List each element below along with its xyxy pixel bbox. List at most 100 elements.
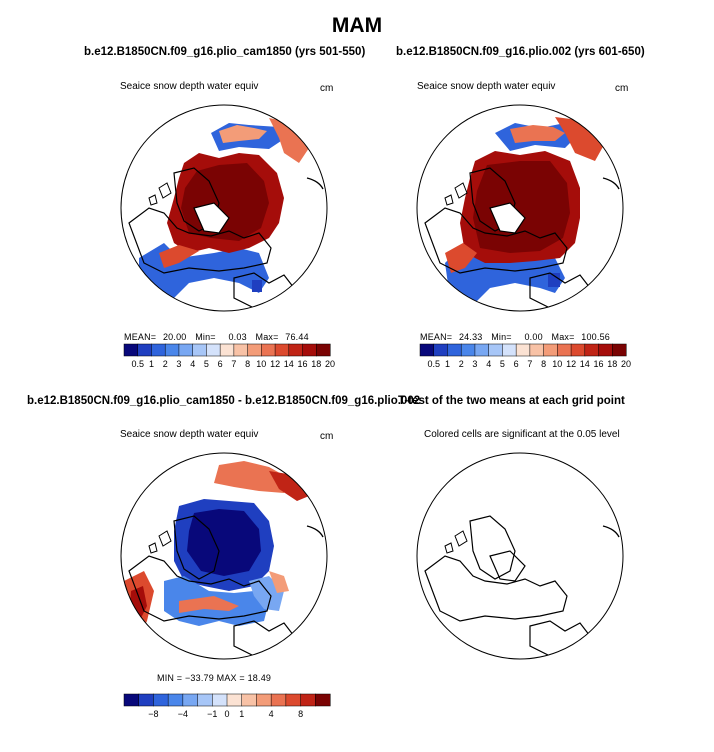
panel1-colorbar-cell — [247, 343, 262, 357]
panel1-ice-blue-margin — [139, 243, 269, 303]
panel3-land-svalbard — [306, 525, 324, 538]
panel3-ice-top-red — [214, 461, 294, 493]
panel3-colorbar-tick-label: 1 — [239, 709, 244, 719]
panel2-colorbar-tick-label: 20 — [621, 359, 631, 369]
panel3-colorbar: −8 −4 −1 0 1 4 8 — [123, 693, 331, 719]
panel3-colorbar-tick-label: −8 — [148, 709, 158, 719]
panel2-colorbar-tick-label: 1 — [445, 359, 450, 369]
panel2-colorbar-cell — [612, 343, 627, 357]
panel1-colorbar-tick-label: 10 — [256, 359, 266, 369]
panel2-colorbar-cell — [460, 343, 476, 357]
panel2-land-hudson — [489, 202, 526, 234]
panel1-colorbar-tick-label: 14 — [284, 359, 294, 369]
panel2-colorbar-tick-label: 4 — [486, 359, 491, 369]
panel2-title: b.e12.B1850CN.f09_g16.plio.002 (yrs 601-… — [396, 46, 645, 58]
panel2-variable-label: Seaice snow depth water equiv — [417, 81, 556, 92]
panel1-colorbar-tick-label: 6 — [218, 359, 223, 369]
panel2-land-canadian-arch — [444, 182, 468, 206]
panel1-colorbar-tick-label: 16 — [297, 359, 307, 369]
panel2-colorbar-cell — [598, 343, 613, 357]
panel2-ice-top-orange — [510, 125, 565, 143]
panel1-colorbar-tick-label: 18 — [311, 359, 321, 369]
panel3-colorbar-tick-label: 0 — [224, 709, 229, 719]
panel2-colorbar: 0.5 1 2 3 4 5 6 7 8 10 12 14 16 18 20 — [419, 343, 631, 369]
panel1-colorbar-cell — [274, 343, 290, 357]
panel1-units-label: cm — [320, 83, 334, 94]
panel3-ice-top-red-dark — [269, 471, 309, 501]
panel1-colorbar-tick-label: 0.5 — [131, 359, 144, 369]
panel1-stats: MEAN= 20.00 Min= 0.03 Max= 76.44 — [124, 332, 309, 342]
panel2-colorbar-cell — [543, 343, 558, 357]
panel1-mean-value: 20.00 — [162, 332, 187, 342]
panel2-mean-value: 24.33 — [458, 332, 483, 342]
panel3-land-canadian-arch — [148, 530, 172, 554]
panel2-stats: MEAN= 24.33 Min= 0.00 Max= 100.56 — [420, 332, 610, 342]
panel1-colorbar-tick-label: 1 — [149, 359, 154, 369]
panel1-max-label: Max= — [255, 332, 279, 342]
panel1-colorbar: 0.5 1 2 3 4 5 6 7 8 10 12 14 16 18 20 — [123, 343, 335, 369]
panel4-land-greenland — [469, 515, 516, 580]
panel2-mean-label: MEAN= — [420, 332, 453, 342]
panel1-colorbar-tick-label: 7 — [231, 359, 236, 369]
panel3-colorbar-cell — [197, 693, 213, 707]
panel2-colorbar-cell — [557, 343, 572, 357]
panel2-colorbar-tick-label: 8 — [541, 359, 546, 369]
panel2-colorbar-tick-label: 16 — [593, 359, 603, 369]
panel1-colorbar-cell — [219, 343, 235, 357]
panel1-ice-red-edge — [159, 245, 199, 268]
panel1-ice-top-orange — [219, 125, 267, 143]
panel3-title: b.e12.B1850CN.f09_g16.plio_cam1850 - b.e… — [27, 395, 421, 407]
panel2-colorbar-cell — [433, 343, 449, 357]
panel1-colorbar-tick-label: 8 — [245, 359, 250, 369]
panel3-colorbar-cell — [300, 693, 316, 707]
panel1-colorbar-cell — [123, 343, 139, 357]
panel2-colorbar-tick-label: 14 — [580, 359, 590, 369]
panel2-colorbar-cell — [502, 343, 517, 357]
panel3-ice-red-stripe — [179, 596, 239, 613]
panel1-max-value: 76.44 — [285, 332, 309, 342]
panel3-colorbar-cell — [270, 693, 287, 707]
panel2-colorbar-tick-label: 0.5 — [427, 359, 440, 369]
panel3-colorbar-cell — [226, 693, 243, 707]
panel2-min-value: 0.00 — [524, 332, 543, 342]
panel2-colorbar-cell — [570, 343, 586, 357]
panel1-colorbar-tick-label: 4 — [190, 359, 195, 369]
panel2-colorbar-cell — [515, 343, 531, 357]
panel1-colorbar-tick-label: 3 — [176, 359, 181, 369]
panel1-colorbar-cell — [192, 343, 207, 357]
panel3-colorbar-cell — [123, 693, 140, 707]
panel2-colorbar-tick-label: 12 — [566, 359, 576, 369]
panel2-min-label: Min= — [491, 332, 512, 342]
panel4-land-n-america — [424, 555, 568, 622]
panel1-colorbar-tick-label: 20 — [325, 359, 335, 369]
panel2-colorbar-cell — [584, 343, 600, 357]
panel1-colorbar-cell — [288, 343, 304, 357]
panel1-colorbar-tick-label: 12 — [270, 359, 280, 369]
panel2-colorbar-tick-label: 7 — [527, 359, 532, 369]
panel3-colorbar-tick-label: −1 — [207, 709, 217, 719]
panel3-ice-right-orange — [269, 571, 289, 593]
panel1-colorbar-tick-label: 2 — [163, 359, 168, 369]
panel2-colorbar-tick-label: 6 — [514, 359, 519, 369]
panel2-colorbar-cell — [488, 343, 503, 357]
panel3-land-greenland — [173, 515, 220, 580]
panel3-colorbar-cell — [182, 693, 199, 707]
panel2-ice-red-edge — [445, 243, 477, 273]
panel2-colorbar-tick-label: 5 — [500, 359, 505, 369]
panel3-variable-label: Seaice snow depth water equiv — [120, 429, 259, 440]
panel2-max-value: 100.56 — [581, 332, 610, 342]
panel3-colorbar-tick-label: 4 — [269, 709, 274, 719]
panel2-colorbar-cell — [529, 343, 545, 357]
panel3-colorbar-cell — [285, 693, 302, 707]
panel3-units-label: cm — [320, 431, 334, 442]
panel2-colorbar-tick-label: 10 — [552, 359, 562, 369]
panel1-colorbar-cell — [233, 343, 249, 357]
panel1-ice-small-patch — [252, 280, 262, 292]
panel3-colorbar-cell — [241, 693, 257, 707]
panel1-colorbar-cell — [206, 343, 221, 357]
panel1-title: b.e12.B1850CN.f09_g16.plio_cam1850 (yrs … — [84, 46, 366, 58]
panel2-ice-small-patch — [548, 273, 560, 287]
panel1-min-label: Min= — [195, 332, 216, 342]
panel2-land-svalbard — [602, 177, 620, 190]
panel2-colorbar-tick-label: 2 — [459, 359, 464, 369]
